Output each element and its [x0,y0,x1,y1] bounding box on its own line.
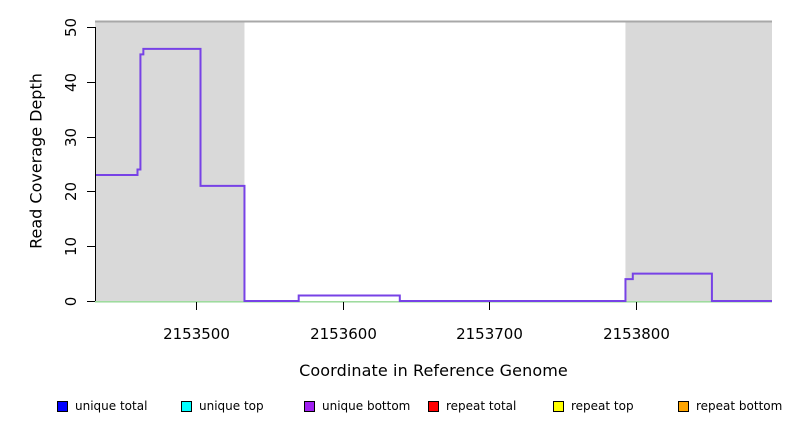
x-tick-label: 2153800 [603,325,670,343]
y-tick-label: 50 [62,18,80,37]
x-tick-label: 2153700 [456,325,523,343]
legend-item-unique-top: unique top [181,399,264,413]
y-tick-label: 10 [62,237,80,256]
legend-swatch-repeat-total [428,400,439,412]
x-tick-label: 2153500 [163,325,230,343]
legend-label: repeat top [571,399,634,413]
legend-item-repeat-bottom: repeat bottom [678,399,782,413]
legend-swatch-repeat-top [553,400,564,412]
y-tick-label: 20 [62,182,80,201]
legend-item-unique-total: unique total [57,399,147,413]
legend-swatch-repeat-bottom [678,400,689,412]
series-unique-bottom-coverage [95,47,772,302]
legend: unique total unique top unique bottom repea… [0,399,792,421]
legend-item-unique-bottom: unique bottom [304,399,410,413]
legend-item-repeat-top: repeat top [553,399,634,413]
legend-label: repeat bottom [696,399,783,413]
legend-label: unique top [199,399,264,413]
legend-item-repeat-total: repeat total [428,399,516,413]
legend-label: repeat total [446,399,517,413]
y-tick-label: 0 [62,297,80,307]
legend-label: unique total [75,399,148,413]
legend-swatch-unique-bottom [304,400,315,412]
x-axis-title: Coordinate in Reference Genome [299,361,568,380]
legend-label: unique bottom [322,399,411,413]
y-tick-label: 30 [62,128,80,147]
repeat-region-shading [625,21,772,301]
x-tick-label: 2153600 [310,325,377,343]
repeat-region-shading [95,21,245,301]
y-axis-title: Read Coverage Depth [26,73,46,249]
legend-swatch-unique-total [57,400,68,412]
y-tick-label: 40 [62,73,80,92]
legend-swatch-unique-top [181,400,192,412]
